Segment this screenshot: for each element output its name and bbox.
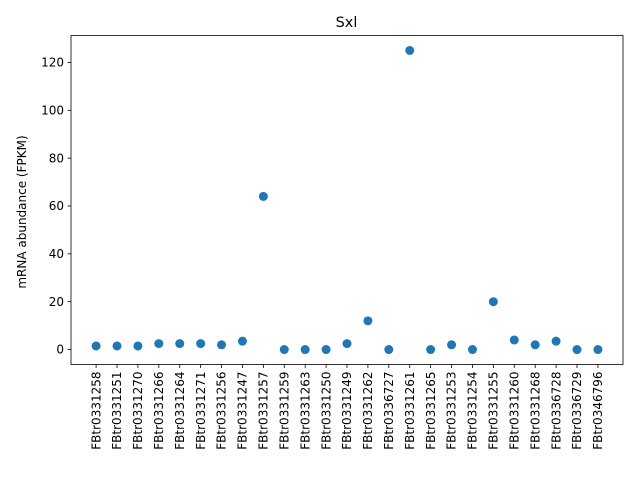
data-point: [217, 340, 227, 350]
data-point: [154, 339, 164, 349]
y-tick-label: 60: [49, 199, 64, 213]
data-point: [91, 341, 101, 351]
x-tick-label: FBtr0331263: [298, 372, 312, 450]
data-point: [279, 345, 289, 355]
x-tick-label: FBtr0336729: [570, 372, 584, 450]
data-points: [91, 45, 603, 355]
x-tick-label: FBtr0336728: [549, 372, 563, 450]
data-point: [133, 341, 143, 351]
data-point: [530, 340, 540, 350]
chart-title: Sxl: [336, 15, 358, 31]
x-tick-label: FBtr0331264: [173, 372, 187, 450]
x-tick-label: FBtr0331270: [131, 372, 145, 450]
x-tick-label: FBtr0331257: [257, 372, 271, 450]
y-tick-label: 100: [41, 103, 64, 117]
y-tick-label: 120: [41, 56, 64, 70]
data-point: [112, 341, 122, 351]
data-point: [426, 345, 436, 355]
x-tick-label: FBtr0331261: [403, 372, 417, 450]
data-point: [593, 345, 603, 355]
data-point: [363, 316, 373, 326]
x-tick-label: FBtr0331268: [528, 372, 542, 450]
data-point: [237, 336, 247, 346]
data-point: [384, 345, 394, 355]
data-point: [447, 340, 457, 350]
data-point: [342, 339, 352, 349]
data-point: [467, 345, 477, 355]
x-tick-label: FBtr0331253: [445, 372, 459, 450]
data-point: [175, 339, 185, 349]
data-point: [488, 297, 498, 307]
data-point: [196, 339, 206, 349]
data-point: [321, 345, 331, 355]
x-tick-label: FBtr0331265: [424, 372, 438, 450]
x-tick-label: FBtr0331254: [466, 372, 480, 450]
data-point: [509, 335, 519, 345]
plot-area-frame: [70, 35, 624, 365]
data-point: [258, 191, 268, 201]
data-point: [551, 336, 561, 346]
data-point: [572, 345, 582, 355]
y-tick-label: 80: [49, 151, 64, 165]
x-tick-label: FBtr0331255: [487, 372, 501, 450]
x-tick-label: FBtr0331258: [89, 372, 103, 450]
x-tick-label: FBtr0331266: [152, 372, 166, 450]
x-axis-ticks: FBtr0331258 FBtr0331251 FBtr0331270 FBtr033…: [89, 364, 605, 450]
x-tick-label: FBtr0331251: [110, 372, 124, 450]
y-tick-label: 40: [49, 247, 64, 261]
data-point: [300, 345, 310, 355]
x-tick-label: FBtr0331259: [277, 372, 291, 450]
x-tick-label: FBtr0346796: [591, 372, 605, 450]
x-tick-label: FBtr0331271: [194, 372, 208, 450]
y-tick-label: 0: [56, 343, 64, 357]
x-tick-label: FBtr0331262: [361, 372, 375, 450]
x-tick-label: FBtr0331260: [507, 372, 521, 450]
x-tick-label: FBtr0331250: [319, 372, 333, 450]
y-axis-ticks: 0 20 40 60 80 100 120: [41, 56, 71, 357]
x-tick-label: FBtr0336727: [382, 372, 396, 450]
y-axis-label: mRNA abundance (FPKM): [15, 135, 29, 288]
x-tick-label: FBtr0331249: [340, 372, 354, 450]
y-tick-label: 20: [49, 295, 64, 309]
x-tick-label: FBtr0331256: [215, 372, 229, 450]
data-point: [405, 45, 415, 55]
x-tick-label: FBtr0331247: [236, 372, 250, 450]
